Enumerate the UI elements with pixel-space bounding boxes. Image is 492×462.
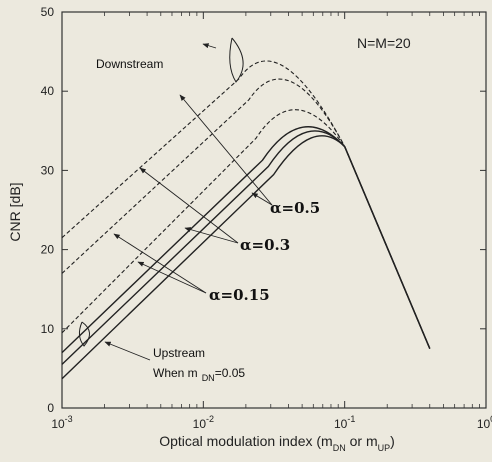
alpha-label-0-3: α=0.3	[240, 236, 290, 254]
downstream-curve-0	[61, 60, 431, 349]
y-tick-label: 50	[41, 5, 55, 19]
downstream-label: Downstream	[96, 57, 163, 71]
downstream-curve-1	[61, 78, 431, 349]
upstream-curve-5	[61, 135, 431, 380]
alpha015-arrow-1	[113, 233, 207, 294]
y-tick-label: 30	[41, 163, 55, 177]
alpha05-arrow-1	[179, 94, 273, 206]
upstream-arrow	[104, 341, 151, 361]
nm-annotation: N=M=20	[357, 35, 411, 51]
when-mdn-label: When m DN=0.05	[153, 366, 245, 383]
y-tick-label: 20	[41, 243, 55, 257]
alpha05-arrow-2	[251, 192, 273, 206]
x-tick-label: 10-1	[334, 414, 355, 431]
x-axis-title: Optical modulation index (mDN or mUP)	[159, 433, 395, 453]
downstream-bracket	[229, 37, 244, 83]
alpha03-arrow-2	[184, 227, 239, 244]
x-tick-label: 100	[477, 414, 492, 431]
downstream-curve-2	[61, 109, 431, 349]
plot-frame	[61, 11, 487, 409]
alpha-label-0-5: α=0.5	[270, 199, 320, 217]
y-tick-label: 40	[41, 84, 55, 98]
alpha03-arrow-1	[139, 167, 239, 244]
axis-ticks: 0 10 20 30 40 50 10-3 10-2 10-1 100	[41, 5, 492, 431]
alpha015-arrow-2	[137, 261, 207, 294]
series-group	[61, 60, 431, 380]
x-tick-label: 10-2	[193, 414, 214, 431]
x-tick-label: 10-3	[51, 414, 72, 431]
alpha-label-0-15: α=0.15	[209, 286, 270, 304]
y-tick-label: 10	[41, 322, 55, 336]
upstream-label: Upstream	[153, 346, 205, 360]
y-axis-title: CNR [dB]	[7, 182, 23, 241]
upstream-bracket	[78, 321, 90, 347]
downstream-arrow	[202, 43, 217, 49]
annotation-arrows	[78, 37, 273, 361]
y-tick-label: 0	[47, 401, 54, 415]
